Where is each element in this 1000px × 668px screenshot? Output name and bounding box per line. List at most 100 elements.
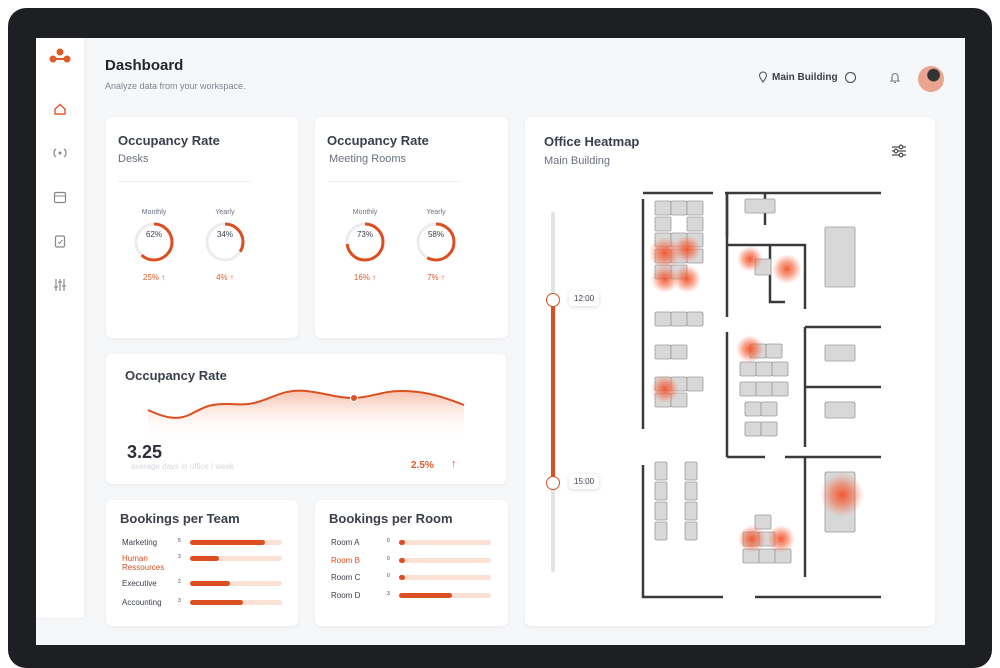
ring-value: 62% — [145, 230, 162, 239]
desk[interactable] — [744, 198, 776, 214]
card-subtitle: Main Building — [544, 155, 611, 167]
trend-point — [350, 394, 358, 402]
ring-change: 7% ↑ — [427, 273, 445, 282]
time-slider-end-handle[interactable] — [546, 476, 560, 490]
heat-spot — [649, 237, 681, 269]
desk[interactable] — [686, 200, 704, 216]
progress-ring-fill — [345, 222, 385, 262]
booking-bar-fill — [399, 575, 405, 580]
filter-settings-icon[interactable] — [891, 143, 907, 159]
ring-value: 34% — [216, 230, 233, 239]
desk[interactable] — [739, 381, 757, 397]
bell-icon[interactable] — [889, 71, 901, 84]
booking-count: 3 — [178, 554, 181, 560]
time-slider-start-handle[interactable] — [546, 293, 560, 307]
desk[interactable] — [670, 344, 688, 360]
location-selector[interactable]: Main Building — [758, 71, 856, 83]
desk[interactable] — [824, 344, 856, 362]
office-heatmap-card: Office Heatmap Main Building 12:00 15:00 — [525, 117, 935, 626]
time-end-label: 15:00 — [569, 474, 600, 489]
floor-plan — [641, 191, 881, 599]
booking-row: Room A 0 — [331, 538, 501, 558]
booking-count: 0 — [387, 556, 390, 562]
booking-count: 3 — [387, 591, 390, 597]
desk[interactable] — [686, 376, 704, 392]
ring-change: 16% ↑ — [353, 273, 377, 282]
booking-label: Room D — [331, 591, 361, 600]
booking-bar-track — [399, 593, 491, 598]
sidebar — [36, 38, 84, 618]
heat-spot — [737, 246, 763, 272]
ring-monthly: Monthly 62% 25% ↑ — [124, 209, 184, 282]
desk[interactable] — [760, 401, 778, 417]
desk[interactable] — [760, 421, 778, 437]
desk[interactable] — [744, 401, 762, 417]
desk[interactable] — [771, 361, 789, 377]
desk[interactable] — [654, 481, 668, 501]
card-title: Occupancy Rate — [327, 133, 429, 148]
booking-count: 2 — [178, 579, 181, 585]
calendar-icon[interactable] — [50, 187, 70, 207]
desk[interactable] — [684, 501, 698, 521]
booking-bar-track — [399, 558, 491, 563]
booking-count: 5 — [178, 538, 181, 544]
desk[interactable] — [754, 514, 772, 530]
desk[interactable] — [654, 216, 672, 232]
occupancy-change: 2.5% — [411, 460, 434, 471]
desk[interactable] — [654, 461, 668, 481]
desk[interactable] — [670, 200, 688, 216]
desk[interactable] — [654, 311, 672, 327]
sliders-icon[interactable] — [50, 275, 70, 295]
desk[interactable] — [654, 521, 668, 541]
heat-spot — [738, 525, 766, 553]
booking-count: 0 — [387, 573, 390, 579]
booking-row: Room C 0 — [331, 573, 501, 593]
booking-bar-fill — [190, 600, 244, 605]
desk[interactable] — [670, 311, 688, 327]
progress-ring — [134, 222, 174, 262]
card-subtitle: Desks — [118, 153, 149, 165]
heat-spot — [651, 265, 679, 293]
booking-bar-track — [190, 581, 282, 586]
progress-ring — [205, 222, 245, 262]
desk[interactable] — [771, 381, 789, 397]
desk[interactable] — [824, 226, 856, 288]
avatar[interactable] — [918, 66, 944, 92]
booking-label: Room B — [331, 556, 360, 565]
ring-label: Monthly — [141, 209, 167, 216]
heat-spot — [820, 473, 864, 517]
heat-spot — [651, 375, 679, 403]
desk[interactable] — [744, 421, 762, 437]
desk[interactable] — [758, 548, 776, 564]
desk[interactable] — [684, 521, 698, 541]
bookings-team-card: Bookings per Team Marketing 5 Human Ress… — [106, 500, 298, 626]
progress-ring-fill — [416, 222, 456, 262]
divider — [329, 181, 461, 182]
rooms-occupancy-card: Occupancy Rate Meeting Rooms Monthly 73%… — [315, 117, 508, 338]
desk[interactable] — [755, 361, 773, 377]
home-icon[interactable] — [50, 99, 70, 119]
booking-bar-fill — [190, 556, 220, 561]
desk[interactable] — [824, 401, 856, 419]
desk[interactable] — [684, 461, 698, 481]
desk[interactable] — [739, 361, 757, 377]
ring-monthly: Monthly 73% 16% ↑ — [335, 209, 395, 282]
desk[interactable] — [654, 200, 672, 216]
ring-yearly: Yearly 58% 7% ↑ — [406, 209, 466, 282]
desk[interactable] — [686, 216, 704, 232]
desk[interactable] — [686, 311, 704, 327]
booking-row: Accounting 3 — [122, 598, 292, 618]
divider — [118, 181, 251, 182]
clipboard-check-icon[interactable] — [50, 231, 70, 251]
booking-row: Room B 0 — [331, 556, 501, 576]
booking-label: Accounting — [122, 598, 162, 607]
progress-ring-fill — [205, 222, 245, 262]
map-pin-icon — [758, 71, 768, 83]
desk[interactable] — [654, 501, 668, 521]
desk[interactable] — [765, 343, 783, 359]
desk[interactable] — [654, 344, 672, 360]
desk[interactable] — [755, 381, 773, 397]
card-title: Bookings per Room — [329, 511, 453, 526]
broadcast-icon[interactable] — [50, 143, 70, 163]
desk[interactable] — [684, 481, 698, 501]
